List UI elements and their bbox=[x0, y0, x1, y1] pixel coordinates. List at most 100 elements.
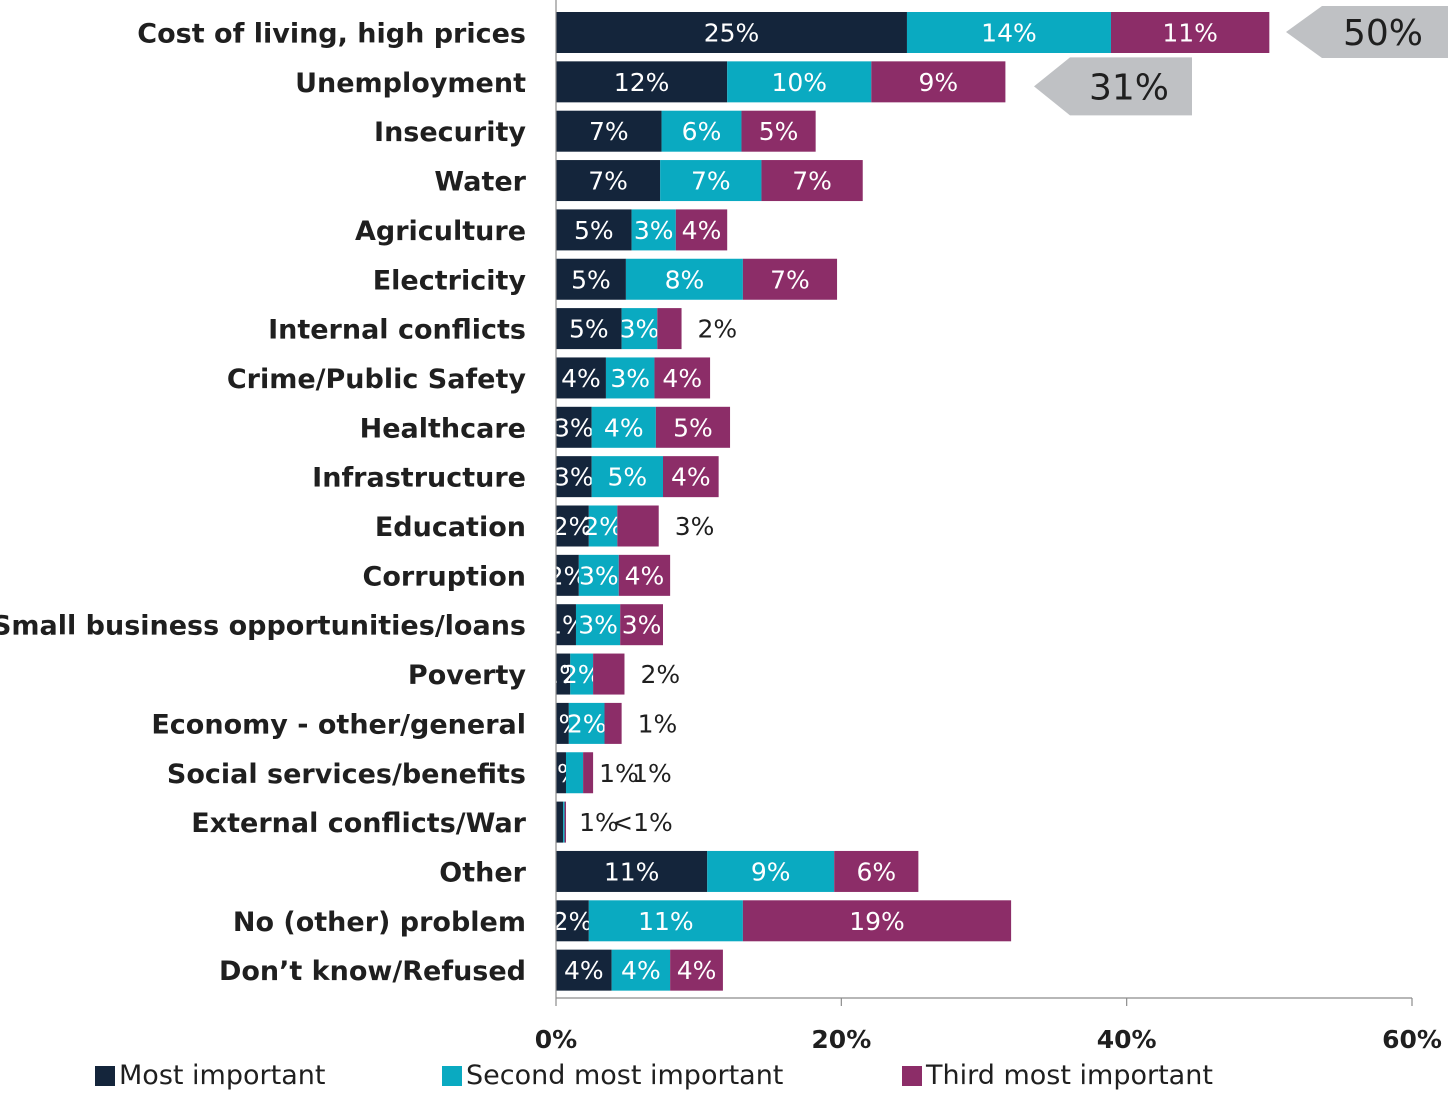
data-label-third-most-important-18: 19% bbox=[849, 907, 905, 936]
legend-swatch-second-most-important bbox=[442, 1065, 462, 1086]
bar-segment-third-most-important-14 bbox=[604, 702, 622, 744]
bar-segment-third-most-important-15 bbox=[583, 752, 594, 794]
category-label-crime-public-safety: Crime/Public Safety bbox=[227, 364, 527, 395]
bar-segment-second-most-important-12 bbox=[575, 604, 621, 646]
category-label-cost-of-living-high-prices: Cost of living, high prices bbox=[137, 19, 526, 50]
bar-segment-most-important-19 bbox=[556, 949, 612, 991]
category-label-don-t-know-refused: Don’t know/Refused bbox=[219, 956, 526, 987]
bar-segment-second-most-important-5 bbox=[625, 258, 743, 300]
category-label-other: Other bbox=[439, 857, 526, 888]
bar-segment-second-most-important-8 bbox=[591, 406, 656, 448]
data-label-most-important-0: 25% bbox=[704, 19, 760, 48]
bar-segment-third-most-important-18 bbox=[742, 900, 1012, 942]
data-label-most-important-4: 5% bbox=[574, 216, 614, 245]
category-label-small-business-opportunities-loans: Small business opportunities/loans bbox=[0, 611, 526, 642]
bar-segment-second-most-important-0 bbox=[906, 12, 1111, 53]
data-label-most-important-2: 7% bbox=[589, 117, 629, 146]
bar-segment-second-most-important-18 bbox=[588, 900, 743, 942]
data-label-most-important-18: 2% bbox=[553, 907, 593, 936]
x-tick-label-1: 20% bbox=[811, 1025, 871, 1054]
data-label-third-most-important-15: 1% bbox=[632, 759, 672, 788]
data-label-third-most-important-3: 7% bbox=[792, 167, 832, 196]
bar-segment-most-important-8 bbox=[556, 406, 592, 448]
data-label-third-most-important-14: 1% bbox=[638, 709, 678, 738]
data-label-second-most-important-4: 3% bbox=[634, 216, 674, 245]
category-label-education: Education bbox=[375, 512, 526, 543]
bar-segment-second-most-important-6 bbox=[621, 308, 658, 350]
bar-segment-second-most-important-13 bbox=[570, 653, 594, 695]
data-label-most-important-7: 4% bbox=[561, 364, 601, 393]
data-label-second-most-important-1: 10% bbox=[771, 68, 827, 97]
data-label-third-most-important-4: 4% bbox=[682, 216, 722, 245]
bar-segment-most-important-10 bbox=[556, 505, 589, 547]
bar-segment-second-most-important-19 bbox=[611, 949, 671, 991]
data-label-most-important-3: 7% bbox=[588, 167, 628, 196]
bar-segment-most-important-0 bbox=[556, 12, 907, 53]
bar-segment-third-most-important-10 bbox=[617, 505, 659, 547]
category-label-no-other-problem: No (other) problem bbox=[233, 907, 526, 938]
bar-segment-most-important-5 bbox=[556, 258, 626, 300]
bar-segment-most-important-1 bbox=[556, 61, 728, 103]
legend-swatch-third-most-important bbox=[902, 1065, 922, 1086]
data-label-second-most-important-10: 2% bbox=[583, 512, 623, 541]
data-label-third-most-important-7: 4% bbox=[662, 364, 702, 393]
bar-segment-most-important-4 bbox=[556, 209, 632, 251]
bar-segment-third-most-important-13 bbox=[593, 653, 625, 695]
total-label-1: 31% bbox=[1089, 67, 1169, 108]
bar-segment-third-most-important-4 bbox=[675, 209, 728, 251]
legend-item-third-most-important: Third most important bbox=[902, 1060, 1213, 1091]
data-label-second-most-important-5: 8% bbox=[665, 265, 705, 294]
bar-segment-most-important-12 bbox=[556, 604, 576, 646]
data-label-second-most-important-8: 4% bbox=[604, 413, 644, 442]
data-label-third-most-important-13: 2% bbox=[640, 660, 680, 689]
bar-segment-third-most-important-6 bbox=[657, 308, 682, 350]
bar-segment-second-most-important-11 bbox=[578, 554, 619, 596]
bar-segment-most-important-18 bbox=[556, 900, 589, 942]
data-label-second-most-important-2: 6% bbox=[682, 117, 722, 146]
category-label-poverty: Poverty bbox=[408, 660, 526, 691]
legend-label-most-important: Most important bbox=[119, 1060, 326, 1091]
bar-segment-third-most-important-5 bbox=[742, 258, 838, 300]
category-label-external-conflicts-war: External conflicts/War bbox=[191, 808, 526, 839]
bar-segment-third-most-important-19 bbox=[670, 949, 723, 991]
category-label-water: Water bbox=[434, 167, 526, 198]
data-label-most-important-19: 4% bbox=[564, 956, 604, 985]
bar-segment-most-important-9 bbox=[556, 456, 592, 498]
data-label-most-important-8: 3% bbox=[554, 413, 594, 442]
bar-segment-most-important-6 bbox=[556, 308, 622, 350]
x-tick-label-2: 40% bbox=[1097, 1025, 1157, 1054]
bar-segment-second-most-important-3 bbox=[660, 160, 762, 202]
bar-segment-third-most-important-1 bbox=[871, 61, 1006, 103]
bar-segment-most-important-11 bbox=[556, 554, 579, 596]
total-callout-0 bbox=[1286, 6, 1448, 58]
bar-segment-second-most-important-17 bbox=[707, 850, 835, 892]
legend-label-second-most-important: Second most important bbox=[466, 1060, 784, 1091]
bar-segment-most-important-14 bbox=[556, 702, 569, 744]
bar-segment-most-important-13 bbox=[556, 653, 571, 695]
data-label-second-most-important-7: 3% bbox=[610, 364, 650, 393]
data-label-second-most-important-11: 3% bbox=[579, 561, 619, 590]
data-label-third-most-important-19: 4% bbox=[677, 956, 717, 985]
bar-segment-most-important-3 bbox=[556, 160, 661, 202]
data-label-most-important-5: 5% bbox=[571, 265, 611, 294]
data-label-most-important-17: 11% bbox=[604, 857, 660, 886]
category-label-healthcare: Healthcare bbox=[360, 413, 526, 444]
x-tick-label-3: 60% bbox=[1382, 1025, 1442, 1054]
data-label-second-most-important-3: 7% bbox=[691, 167, 731, 196]
data-label-third-most-important-11: 4% bbox=[625, 561, 665, 590]
bar-segment-most-important-15 bbox=[556, 752, 566, 794]
data-label-third-most-important-17: 6% bbox=[856, 857, 896, 886]
bar-segment-second-most-important-7 bbox=[605, 357, 655, 399]
data-label-second-most-important-14: 2% bbox=[567, 709, 607, 738]
bar-segment-second-most-important-14 bbox=[568, 702, 605, 744]
data-label-third-most-important-2: 5% bbox=[759, 117, 799, 146]
data-label-third-most-important-9: 4% bbox=[671, 463, 711, 492]
category-label-corruption: Corruption bbox=[363, 561, 526, 592]
data-label-third-most-important-1: 9% bbox=[919, 68, 959, 97]
data-label-third-most-important-12: 3% bbox=[622, 611, 662, 640]
bar-segment-second-most-important-4 bbox=[631, 209, 676, 251]
category-label-economy-other-general: Economy - other/general bbox=[151, 709, 526, 740]
total-label-0: 50% bbox=[1343, 13, 1423, 54]
bar-segment-most-important-7 bbox=[556, 357, 606, 399]
bar-segment-second-most-important-10 bbox=[588, 505, 618, 547]
